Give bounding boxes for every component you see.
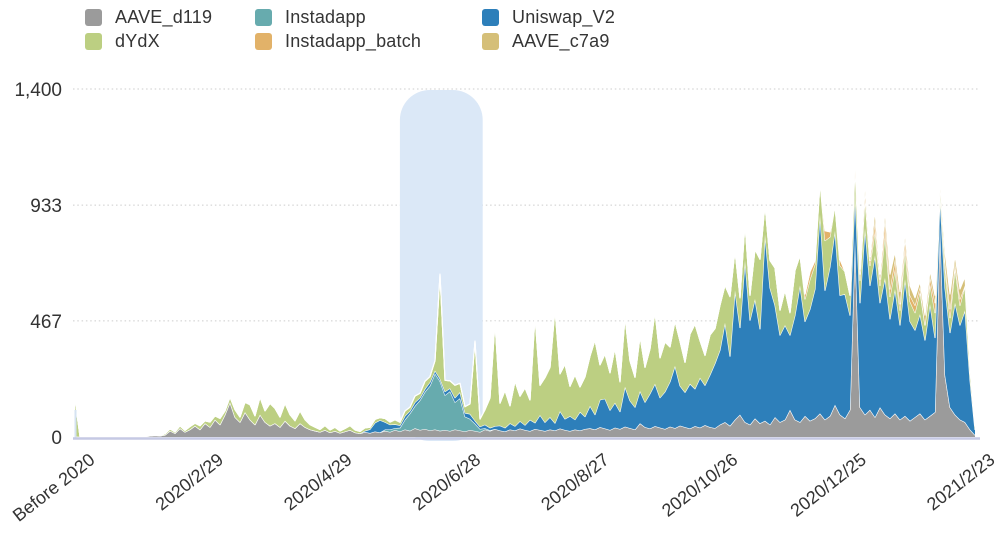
legend-item-dydx: dYdX [85,31,255,51]
legend-swatch-icon [255,33,272,50]
chart-legend: AAVE_d119 dYdX Instadapp Instadapp_batch… [85,7,616,51]
x-tick-label-1: 2020/2/29 [152,449,227,514]
legend-label: Instadapp_batch [285,31,422,51]
legend-item-uniswap-v2: Uniswap_V2 [482,7,616,27]
area-series-Uniswap_V2 [75,193,975,437]
y-tick-label-1: 467 [30,312,62,333]
x-tick-label-5: 2020/10/26 [658,449,741,520]
legend-swatch-icon [482,9,499,26]
area-series-dYdX [75,168,975,437]
x-tick-label-2: 2020/4/29 [280,449,355,514]
legend-swatch-icon [255,9,272,26]
legend-label: AAVE_d119 [115,7,213,27]
legend-label: Uniswap_V2 [512,7,616,27]
legend-swatch-icon [85,33,102,50]
legend-item-aave-c7a9: AAVE_c7a9 [482,31,615,51]
legend-label: dYdX [115,31,160,51]
legend-item-aave-d119: AAVE_d119 [85,7,255,27]
legend-swatch-icon [85,9,102,26]
legend-label: Instadapp [285,7,366,27]
series-outline-AAVE_c7a9 [74,155,976,438]
legend-label: AAVE_c7a9 [512,31,610,51]
x-tick-label-7: 2021/2/23 [923,449,998,514]
y-tick-label-0: 0 [51,428,62,449]
y-tick-label-3: 1,400 [14,80,62,101]
y-tick-label-2: 933 [30,196,62,217]
highlight-region [399,90,483,441]
x-tick-label-4: 2020/8/27 [537,449,612,514]
area-series-AAVE_d119 [75,225,975,437]
legend-item-instadapp: Instadapp [255,7,482,27]
legend-swatch-icon [482,33,499,50]
x-tick-label-0: Before 2020 [9,449,99,525]
x-tick-label-6: 2020/12/25 [787,449,870,520]
legend-item-instadapp-batch: Instadapp_batch [255,31,482,51]
x-tick-label-3: 2020/6/28 [409,449,484,514]
